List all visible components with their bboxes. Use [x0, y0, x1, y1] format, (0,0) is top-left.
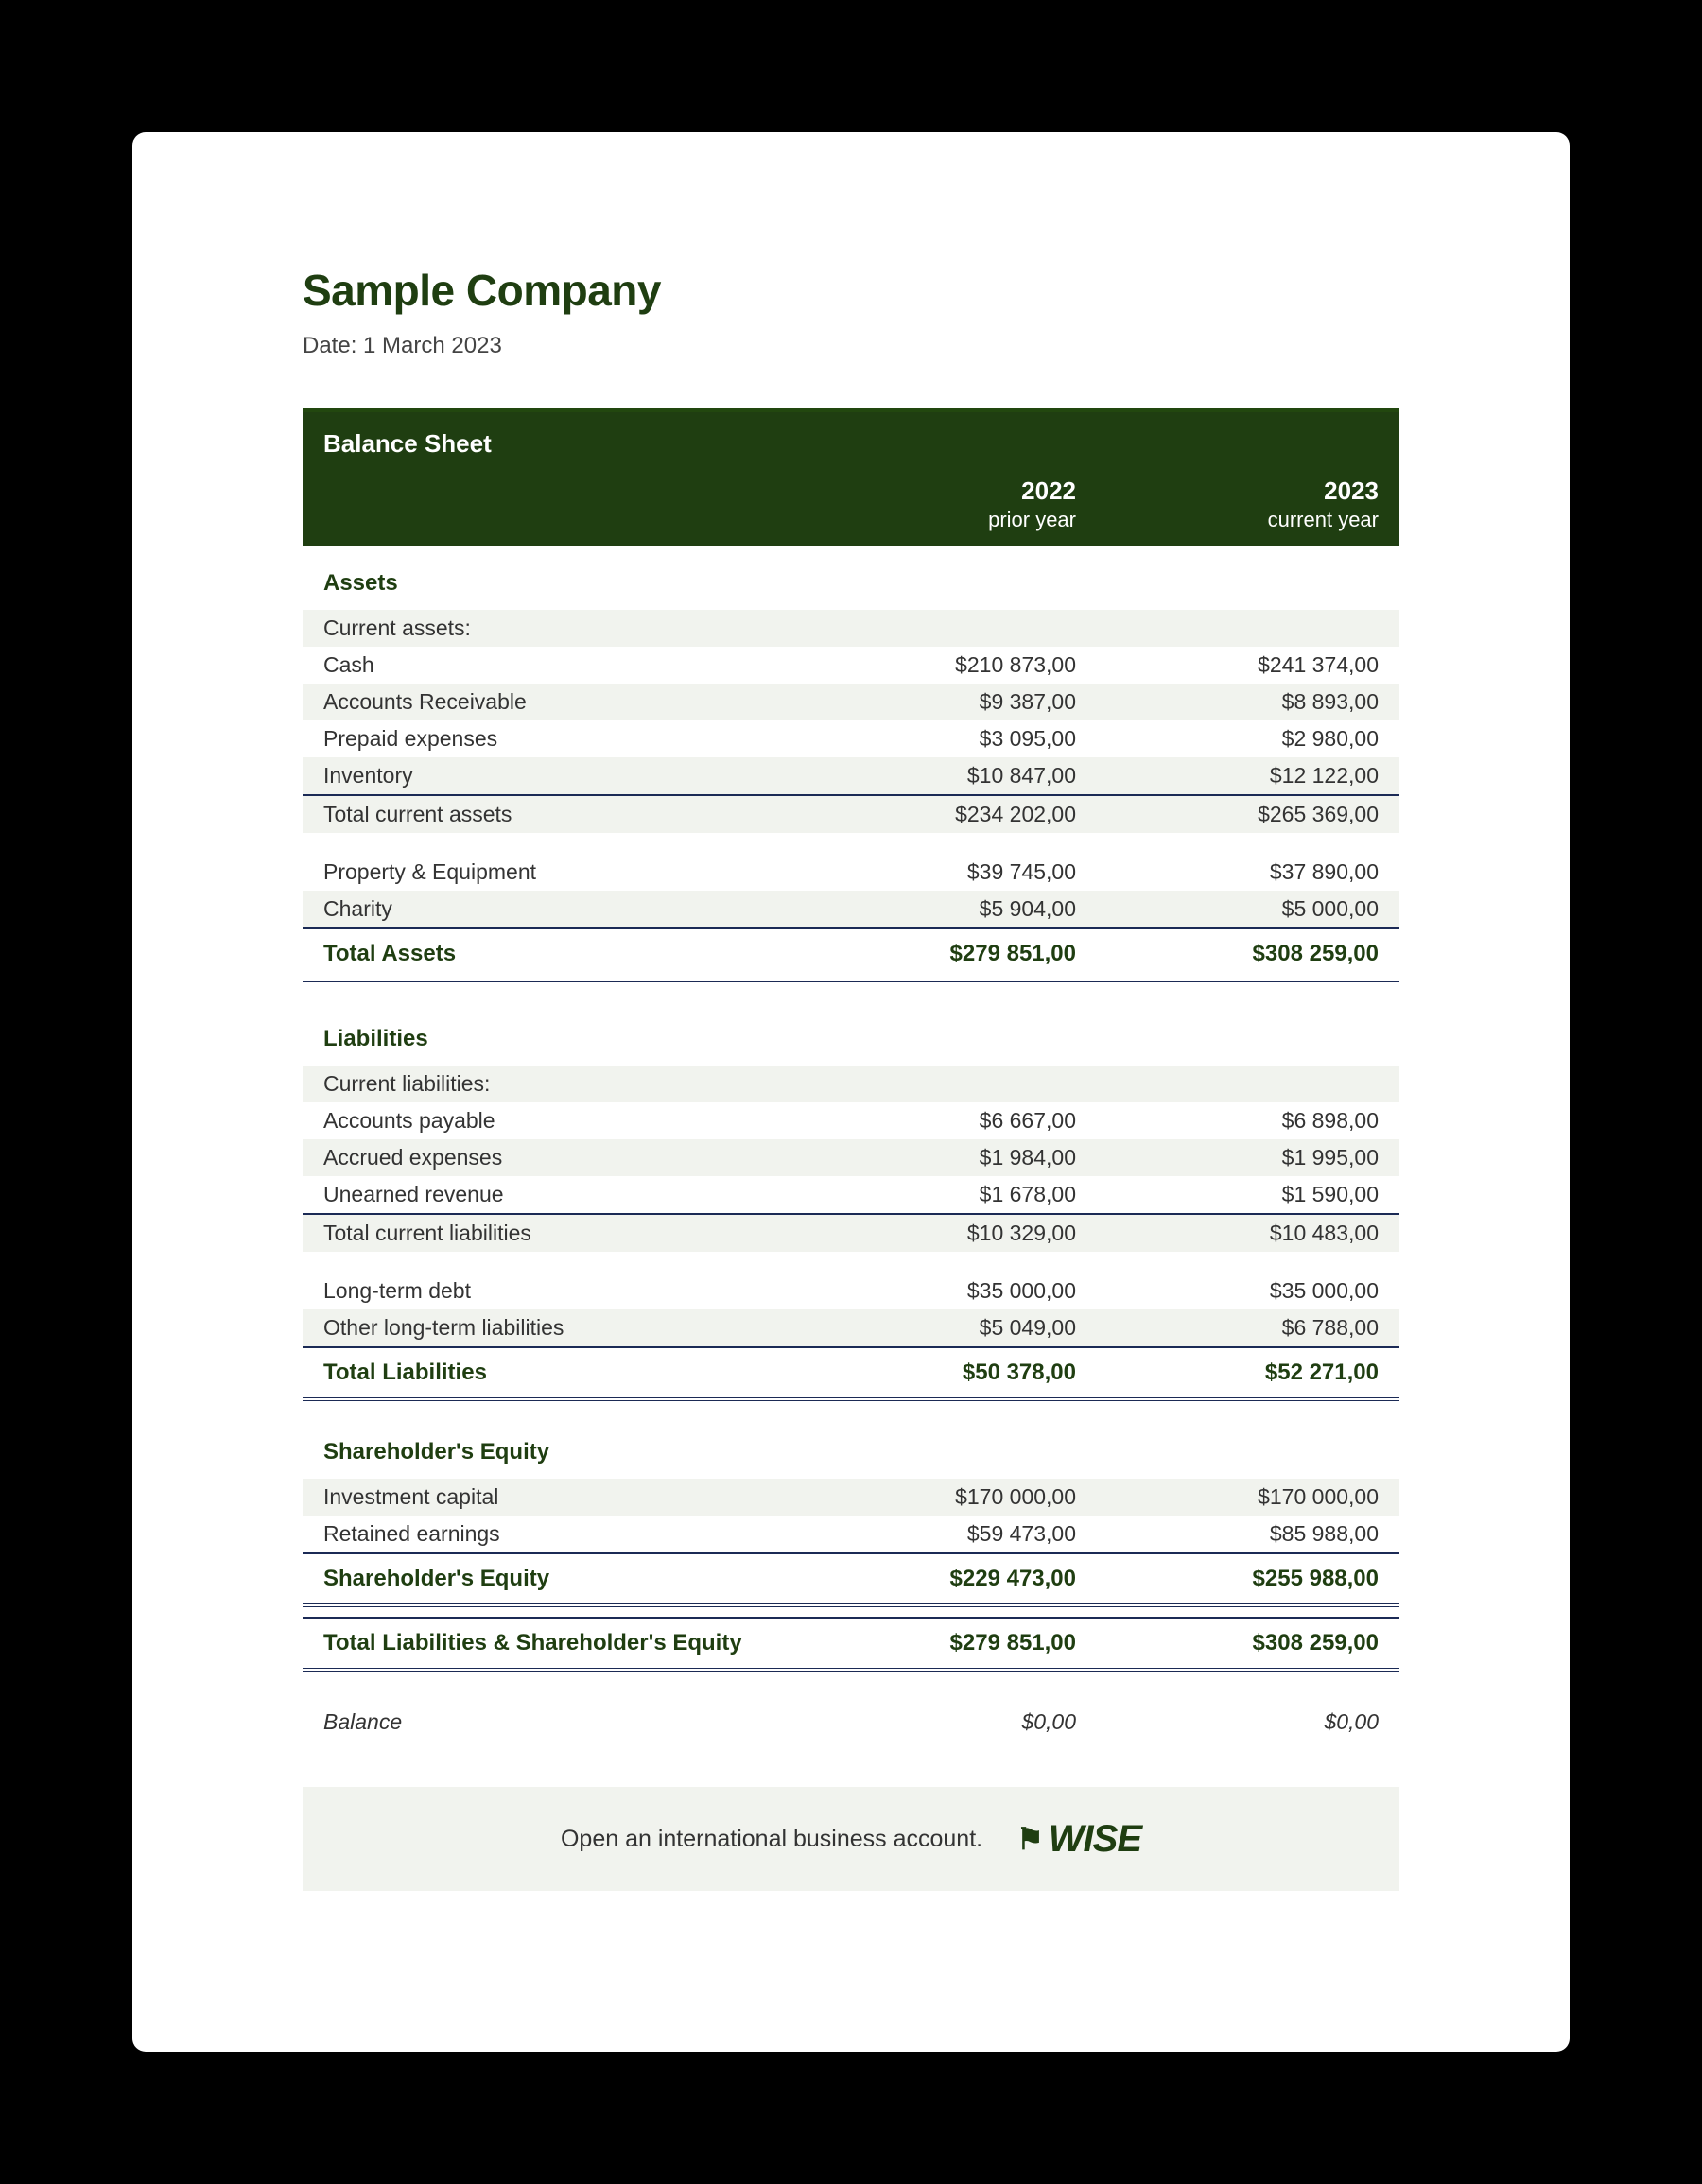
row-investment-capital: Investment capital$170 000,00$170 000,00 [303, 1479, 1399, 1516]
wise-logo-text: WISE [1049, 1818, 1141, 1861]
wise-logo: ⚑ WISE [1016, 1818, 1141, 1861]
row-balance: Balance$0,00$0,00 [303, 1672, 1399, 1741]
row-total-liab-equity: Total Liabilities & Shareholder's Equity… [303, 1617, 1399, 1672]
company-title: Sample Company [303, 265, 1399, 316]
current-liabilities-label: Current liabilities: [303, 1066, 1399, 1102]
row-accounts-receivable: Accounts Receivable$9 387,00$8 893,00 [303, 684, 1399, 720]
row-accrued-expenses: Accrued expenses$1 984,00$1 995,00 [303, 1139, 1399, 1176]
liabilities-heading: Liabilities [303, 982, 1399, 1066]
balance-sheet: Balance Sheet 2022 prior year 2023 curre… [303, 408, 1399, 1741]
row-total-assets: Total Assets$279 851,00$308 259,00 [303, 927, 1399, 982]
row-total-liabilities: Total Liabilities$50 378,00$52 271,00 [303, 1346, 1399, 1401]
document-date: Date: 1 March 2023 [303, 333, 1399, 359]
row-charity: Charity$5 904,00$5 000,00 [303, 891, 1399, 927]
wise-flag-icon: ⚑ [1016, 1821, 1043, 1857]
sheet-header: Balance Sheet 2022 prior year 2023 curre… [303, 408, 1399, 546]
footer-banner: Open an international business account. … [303, 1787, 1399, 1891]
col-2023: 2023 current year [1114, 476, 1379, 532]
row-accounts-payable: Accounts payable$6 667,00$6 898,00 [303, 1102, 1399, 1139]
row-retained-earnings: Retained earnings$59 473,00$85 988,00 [303, 1516, 1399, 1552]
row-inventory: Inventory$10 847,00$12 122,00 [303, 757, 1399, 796]
row-other-long-term-liabilities: Other long-term liabilities$5 049,00$6 7… [303, 1309, 1399, 1346]
current-assets-label: Current assets: [303, 610, 1399, 647]
col-2022: 2022 prior year [811, 476, 1076, 532]
footer-text: Open an international business account. [561, 1826, 982, 1853]
row-prepaid-expenses: Prepaid expenses$3 095,00$2 980,00 [303, 720, 1399, 757]
row-long-term-debt: Long-term debt$35 000,00$35 000,00 [303, 1273, 1399, 1309]
equity-heading: Shareholder's Equity [303, 1401, 1399, 1479]
row-unearned-revenue: Unearned revenue$1 678,00$1 590,00 [303, 1176, 1399, 1215]
assets-heading: Assets [303, 546, 1399, 610]
balance-sheet-page: Sample Company Date: 1 March 2023 Balanc… [132, 132, 1570, 2052]
row-cash: Cash$210 873,00$241 374,00 [303, 647, 1399, 684]
row-total-current-liabilities: Total current liabilities$10 329,00$10 4… [303, 1215, 1399, 1252]
row-total-current-assets: Total current assets$234 202,00$265 369,… [303, 796, 1399, 833]
sheet-title: Balance Sheet [323, 429, 1379, 459]
row-property-equipment: Property & Equipment$39 745,00$37 890,00 [303, 854, 1399, 891]
row-shareholders-equity: Shareholder's Equity$229 473,00$255 988,… [303, 1552, 1399, 1607]
